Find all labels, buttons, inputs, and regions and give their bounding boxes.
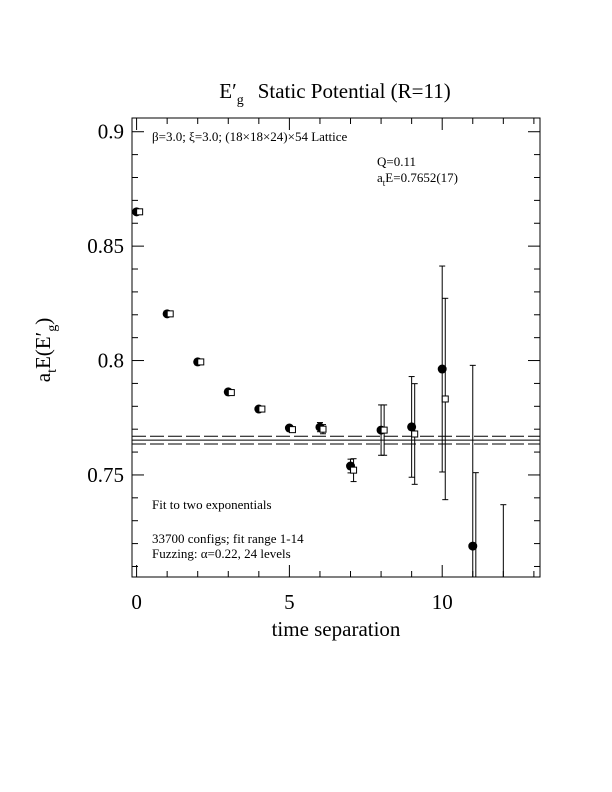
annotation: Fuzzing: α=0.22, 24 levels <box>152 546 291 561</box>
fit-label-sub: t <box>383 178 386 188</box>
point <box>411 430 419 438</box>
point <box>319 425 327 433</box>
x-axis-label: time separation <box>272 617 401 641</box>
y-label-a: a <box>31 372 55 382</box>
fit-label-rest: E=0.7652(17) <box>385 170 458 185</box>
fit-label-a: a <box>377 170 383 185</box>
point <box>166 310 174 318</box>
y-tick-label: 0.85 <box>87 234 124 258</box>
annotation: Fit to two exponentials <box>152 497 272 512</box>
point <box>468 541 478 551</box>
y-tick-label: 0.75 <box>87 463 124 487</box>
y-label-sub: t <box>45 369 60 373</box>
annotation: 33700 configs; fit range 1-14 <box>152 531 304 546</box>
point <box>227 389 235 397</box>
point <box>473 598 479 604</box>
x-tick-label: 10 <box>432 590 453 614</box>
x-tick-label: 0 <box>131 590 142 614</box>
point <box>441 395 449 403</box>
point <box>350 466 358 474</box>
point <box>499 631 508 640</box>
y-tick-label: 0.8 <box>98 349 124 373</box>
point <box>288 426 296 434</box>
y-label-end: ) <box>31 318 55 325</box>
y-label-mid: E(E′ <box>31 332 55 369</box>
annotation: Q=0.11 <box>377 154 416 169</box>
chart-title: E′g Static Potential (R=11) <box>219 79 450 108</box>
point <box>380 426 388 434</box>
x-tick-label: 5 <box>284 590 295 614</box>
plot-area <box>132 207 540 640</box>
point <box>437 364 447 374</box>
point <box>407 422 417 432</box>
point <box>136 208 144 216</box>
y-label-sub: g <box>45 325 60 332</box>
point <box>258 405 266 413</box>
plot-frame <box>131 117 541 578</box>
y-tick-label: 0.9 <box>98 120 124 144</box>
point <box>197 358 205 366</box>
annotation: β=3.0; ξ=3.0; (18×18×24)×54 Lattice <box>152 129 348 144</box>
title-symbol: E′ <box>219 79 236 103</box>
title-rest: Static Potential (R=11) <box>258 79 451 103</box>
y-axis-label: atE(E′g) <box>31 318 60 382</box>
fit-label: atE=0.7652(17) <box>377 170 458 188</box>
title-sub: g <box>237 93 244 108</box>
